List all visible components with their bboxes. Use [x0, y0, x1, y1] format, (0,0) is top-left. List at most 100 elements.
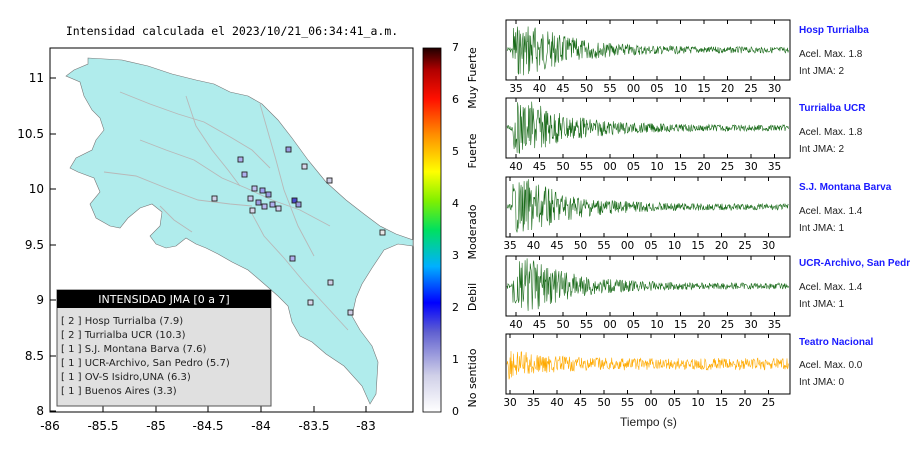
time-tick-label: 15	[674, 161, 687, 173]
time-tick-label: 40	[550, 397, 563, 409]
station-markers	[211, 146, 386, 316]
legend-title-bar	[57, 290, 271, 308]
station-name: Turrialba UCR	[799, 103, 866, 114]
time-tick-label: 45	[533, 319, 546, 331]
int-jma: Int JMA: 2	[799, 144, 845, 155]
station-name: Teatro Nacional	[799, 337, 874, 348]
time-tick-label: 40	[527, 240, 540, 252]
time-tick-label: 25	[721, 319, 734, 331]
x-tick: -83.5	[298, 419, 329, 433]
y-tick: 8	[36, 404, 44, 418]
acel-max: Acel. Max. 1.8	[799, 127, 863, 138]
time-tick-label: 50	[580, 83, 593, 95]
time-tick-label: 40	[533, 83, 546, 95]
cb-tick: 1	[452, 353, 459, 366]
map-x-axis: -86 -85.5 -85 -84.5 -84 -83.5 -83	[40, 406, 376, 433]
time-tick-label: 05	[668, 397, 681, 409]
time-tick-label: 00	[627, 83, 640, 95]
y-tick: 10.5	[17, 127, 44, 141]
map-y-axis: 11 10.5 10 9.5 9 8.5 8	[17, 71, 56, 418]
time-axis-label: Tiempo (s)	[620, 415, 677, 429]
time-tick-label: 25	[762, 397, 775, 409]
acel-max: Acel. Max. 1.8	[799, 49, 863, 60]
int-jma: Int JMA: 2	[799, 66, 845, 77]
time-tick-label: 50	[597, 397, 610, 409]
station-name: S.J. Montana Barva	[799, 182, 892, 193]
time-tick-label: 25	[738, 240, 751, 252]
y-tick: 10	[29, 182, 44, 196]
time-tick-label: 50	[574, 240, 587, 252]
time-tick-label: 55	[603, 83, 616, 95]
map-title: Intensidad calculada el 2023/10/21_06:34…	[66, 24, 398, 38]
cb-tick: 6	[452, 93, 459, 106]
waveform-trace	[506, 351, 789, 380]
time-tick-label: 35	[527, 397, 540, 409]
time-tick-label: 20	[697, 161, 710, 173]
cb-tick: 5	[452, 145, 459, 158]
time-tick-label: 55	[580, 319, 593, 331]
legend-entry: [ 1 ] OV-S Isidro,UNA (6.3)	[61, 372, 191, 383]
time-tick-label: 00	[603, 319, 616, 331]
time-tick-label: 35	[768, 161, 781, 173]
x-tick: -83	[356, 419, 376, 433]
waveform-panel: 35 40 45 50 55 00 05 10 15 20 25 30	[503, 176, 791, 252]
legend-entry: [ 1 ] S.J. Montana Barva (7.6)	[61, 344, 206, 355]
time-tick-label: 00	[644, 397, 657, 409]
cb-label: Debil	[466, 283, 479, 311]
time-tick-label: 40	[509, 161, 522, 173]
x-tick: -84	[251, 419, 271, 433]
y-tick: 11	[29, 71, 44, 85]
station-name: UCR-Archivo, San Pedro	[799, 258, 910, 269]
time-tick-label: 30	[744, 319, 757, 331]
waveform-trace	[506, 101, 789, 154]
x-tick: -85	[146, 419, 166, 433]
time-tick-label: 45	[556, 83, 569, 95]
waveform-trace	[506, 179, 789, 233]
station-name: Hosp Turrialba	[799, 25, 869, 36]
time-tick-label: 30	[503, 397, 516, 409]
int-jma: Int JMA: 0	[799, 377, 845, 388]
acel-max: Acel. Max. 1.4	[799, 282, 863, 293]
intensity-map: Intensidad calculada el 2023/10/21_06:34…	[17, 24, 479, 433]
legend-entries: [ 2 ] Hosp Turrialba (7.9) [ 2 ] Turrial…	[61, 316, 230, 397]
y-tick: 9.5	[25, 238, 44, 252]
cb-label: Fuerte	[466, 133, 479, 168]
cb-label: Moderado	[466, 204, 479, 259]
cb-tick: 3	[452, 249, 459, 262]
time-tick-label: 20	[721, 83, 734, 95]
time-tick-label: 15	[691, 240, 704, 252]
time-tick-label: 20	[715, 240, 728, 252]
time-tick-label: 00	[621, 240, 634, 252]
time-tick-label: 10	[650, 319, 663, 331]
time-tick-label: 50	[556, 161, 569, 173]
time-tick-label: 20	[697, 319, 710, 331]
time-tick-label: 40	[509, 319, 522, 331]
time-tick-label: 00	[603, 161, 616, 173]
cb-tick: 0	[452, 405, 459, 418]
time-tick-label: 05	[627, 319, 640, 331]
time-tick-label: 50	[556, 319, 569, 331]
road-network	[103, 91, 349, 331]
cb-tick: 4	[452, 197, 459, 210]
time-tick-label: 55	[580, 161, 593, 173]
colorbar-labels: No sentido Debil Moderado Fuerte Muy Fue…	[466, 47, 479, 408]
colorbar-ticks: 0 1 2 3 4 5 6 7	[452, 41, 459, 418]
waveform-panel: 35 40 45 50 55 00 05 10 15 20 25 30	[505, 19, 791, 95]
time-tick-label: 20	[738, 397, 751, 409]
x-tick: -84.5	[192, 419, 223, 433]
waveform-trace	[506, 258, 789, 311]
time-tick-label: 35	[768, 319, 781, 331]
legend-entry: [ 1 ] Buenos Aires (3.3)	[61, 386, 177, 397]
time-tick-label: 30	[768, 83, 781, 95]
int-jma: Int JMA: 1	[799, 299, 845, 310]
colorbar	[422, 47, 442, 413]
time-tick-label: 05	[644, 240, 657, 252]
waveform-panel: 40 45 50 55 00 05 10 15 20 25 30 35	[505, 97, 791, 173]
acel-max: Acel. Max. 0.0	[799, 360, 863, 371]
time-tick-label: 45	[533, 161, 546, 173]
waveform-panel: 40 45 50 55 00 05 10 15 20 25 30 35	[505, 255, 791, 331]
int-jma: Int JMA: 1	[799, 223, 845, 234]
time-tick-label: 45	[574, 397, 587, 409]
waveform-panels: 35 40 45 50 55 00 05 10 15 20 25 30 40 45 50 55 00 05 10 15…	[503, 19, 791, 409]
cb-tick: 7	[452, 41, 459, 54]
